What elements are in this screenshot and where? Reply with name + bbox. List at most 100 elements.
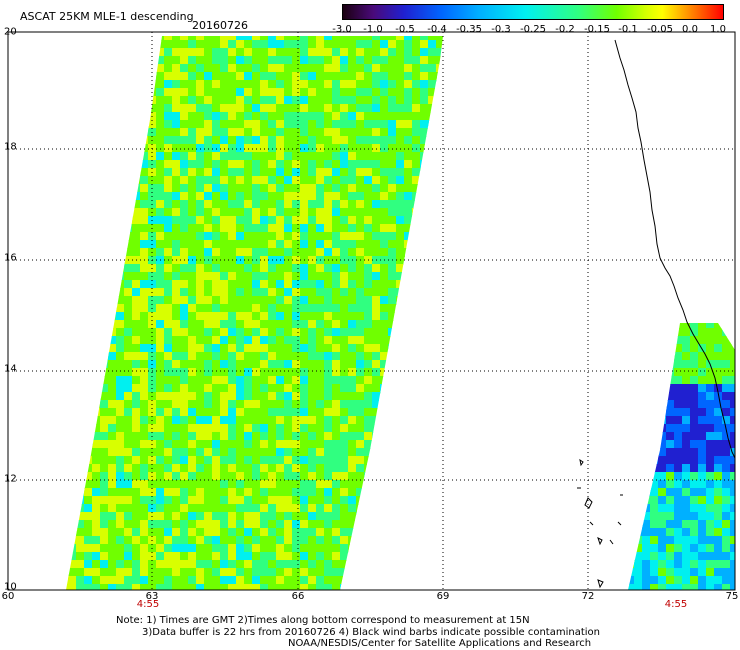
swath-cell — [292, 200, 301, 209]
swath-cell — [220, 216, 229, 225]
swath-cell — [380, 224, 389, 233]
swath-cell — [436, 416, 443, 425]
swath-cell — [316, 512, 325, 521]
swath-cell — [674, 576, 683, 585]
swath-cell — [164, 216, 173, 225]
swath-cell — [380, 536, 389, 545]
swath-cell — [356, 128, 365, 137]
swath-cell — [388, 360, 397, 369]
swath-cell — [260, 496, 269, 505]
swath-cell — [268, 248, 277, 257]
swath-cell — [348, 80, 357, 89]
swath-cell — [228, 184, 237, 193]
swath-cell — [690, 384, 699, 393]
swath-cell — [324, 560, 333, 569]
swath-cell — [116, 272, 125, 281]
swath-cell — [132, 48, 141, 57]
swath-cell — [66, 208, 69, 217]
swath-cell — [204, 112, 213, 121]
swath-cell — [140, 376, 149, 385]
swath-cell — [236, 400, 245, 409]
swath-cell — [196, 464, 205, 473]
swath-cell — [356, 584, 365, 590]
swath-cell — [300, 400, 309, 409]
swath-cell — [380, 448, 389, 457]
swath-cell — [180, 40, 189, 49]
swath-cell — [316, 64, 325, 73]
swath-cell — [68, 304, 77, 313]
swath-cell — [324, 136, 333, 145]
swath-cell — [324, 312, 333, 321]
swath-cell — [388, 392, 397, 401]
swath-cell — [92, 200, 101, 209]
swath-cell — [340, 544, 349, 553]
swath-cell — [66, 448, 69, 457]
swath-cell — [156, 424, 165, 433]
swath-cell — [714, 408, 723, 417]
swath-cell — [68, 384, 77, 393]
swath-cell — [76, 40, 85, 49]
swath-cell — [698, 448, 707, 457]
swath-cell — [244, 528, 253, 537]
swath-cell — [348, 432, 357, 441]
swath-cell — [228, 552, 237, 561]
swath-cell — [666, 528, 675, 537]
swath-cell — [188, 352, 197, 361]
swath-cell — [356, 344, 365, 353]
swath-cell — [300, 208, 309, 217]
swath-cell — [292, 104, 301, 113]
swath-cell — [380, 152, 389, 161]
swath-cell — [722, 456, 731, 465]
swath-cell — [388, 280, 397, 289]
swath-cell — [412, 464, 421, 473]
swath-cell — [412, 40, 421, 49]
swath-cell — [332, 104, 341, 113]
swath-cell — [364, 104, 373, 113]
swath-cell — [66, 368, 69, 377]
swath-cell — [260, 416, 269, 425]
swath-cell — [404, 320, 413, 329]
swath-cell — [396, 232, 405, 241]
swath-cell — [300, 544, 309, 553]
swath-cell — [220, 528, 229, 537]
note-line-3: NOAA/NESDIS/Center for Satellite Applica… — [288, 638, 592, 649]
swath-cell — [66, 280, 69, 289]
swath-cell — [100, 184, 109, 193]
swath-cell — [116, 336, 125, 345]
swath-cell — [698, 520, 707, 529]
swath-cell — [372, 504, 381, 513]
swath-cell — [84, 48, 93, 57]
swath-cell — [690, 536, 699, 545]
swath-cell — [84, 168, 93, 177]
swath-cell — [204, 584, 213, 590]
swath-cell — [706, 520, 715, 529]
swath-cell — [642, 368, 651, 377]
swath-cell — [682, 328, 691, 337]
swath-cell — [108, 208, 117, 217]
swath-cell — [212, 192, 221, 201]
swath-cell — [172, 120, 181, 129]
swath-cell — [68, 64, 77, 73]
swath-cell — [356, 352, 365, 361]
swath-cell — [156, 320, 165, 329]
swath-cell — [204, 512, 213, 521]
swath-cell — [132, 280, 141, 289]
swath-cell — [316, 152, 325, 161]
swath-cell — [674, 520, 683, 529]
swath-cell — [316, 224, 325, 233]
swath-cell — [308, 568, 317, 577]
swath-cell — [132, 64, 141, 73]
swath-cell — [380, 320, 389, 329]
swath-cell — [276, 512, 285, 521]
swath-cell — [324, 120, 333, 129]
swath-cell — [284, 264, 293, 273]
swath-cell — [642, 576, 651, 585]
swath-cell — [196, 280, 205, 289]
swath-cell — [348, 176, 357, 185]
swath-cell — [220, 496, 229, 505]
swath-cell — [420, 432, 429, 441]
swath-cell — [84, 360, 93, 369]
swath-cell — [212, 96, 221, 105]
swath-cell — [650, 472, 659, 481]
swath-cell — [108, 64, 117, 73]
